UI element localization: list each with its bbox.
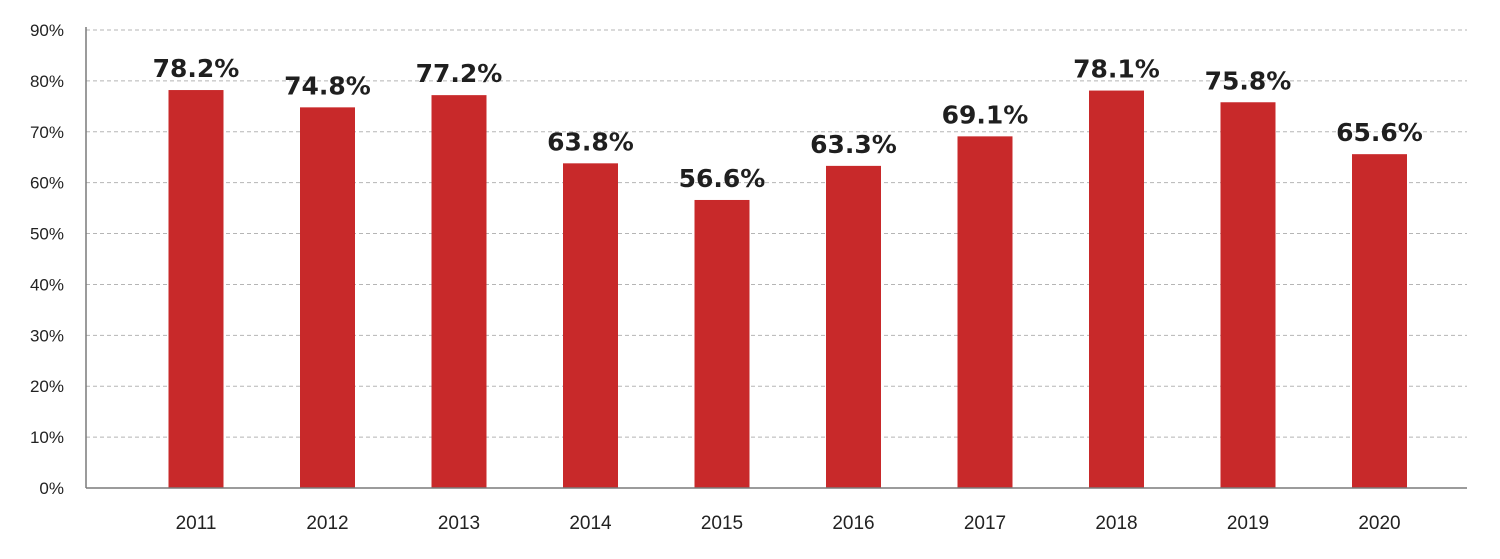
y-tick-label: 30% bbox=[30, 326, 64, 345]
data-label-2016: 63.3% bbox=[810, 130, 897, 159]
bar-2020 bbox=[1352, 154, 1407, 488]
data-label-2012: 74.8% bbox=[284, 71, 371, 100]
data-label-2013: 77.2% bbox=[416, 59, 503, 88]
bar-2019 bbox=[1220, 102, 1276, 489]
x-tick-label-2012: 2012 bbox=[306, 513, 348, 534]
data-label-2018: 78.1% bbox=[1073, 55, 1160, 84]
data-labels: 78.2% 74.8% 77.2% 63.8% 56.6% 63.3% 69.1% 78.1%… bbox=[153, 54, 1423, 193]
y-tick-label: 40% bbox=[30, 275, 64, 294]
bar-2017 bbox=[957, 136, 1013, 488]
bar-2012 bbox=[300, 107, 355, 489]
data-label-2011: 78.2% bbox=[153, 54, 240, 83]
data-label-2017: 69.1% bbox=[942, 100, 1029, 129]
bar-2011 bbox=[168, 90, 224, 488]
y-tick-label: 50% bbox=[30, 225, 64, 244]
x-tick-label-2018: 2018 bbox=[1095, 513, 1137, 534]
y-tick-label: 60% bbox=[30, 174, 64, 193]
y-tick-label: 20% bbox=[30, 377, 64, 396]
y-tick-label: 10% bbox=[30, 428, 64, 447]
x-axis: 2011 2012 2013 2014 2015 2016 2017 2018 2019 2020 bbox=[86, 487, 1467, 534]
bar-2018 bbox=[1089, 90, 1144, 489]
bar-2016 bbox=[826, 165, 881, 488]
x-tick-label-2019: 2019 bbox=[1227, 513, 1269, 534]
y-axis: 0% 10% 20% 30% 40% 50% 60% 70% 80% 90% bbox=[30, 21, 87, 498]
y-tick-label: 0% bbox=[39, 479, 64, 498]
y-tick-label: 90% bbox=[30, 21, 64, 40]
data-label-2019: 75.8% bbox=[1205, 66, 1292, 95]
data-label-2015: 56.6% bbox=[679, 164, 766, 193]
x-tick-label-2013: 2013 bbox=[438, 513, 480, 534]
x-tick-label-2014: 2014 bbox=[569, 513, 612, 534]
y-tick-label: 70% bbox=[30, 123, 64, 142]
x-tick-label-2020: 2020 bbox=[1358, 513, 1400, 534]
x-tick-label-2017: 2017 bbox=[964, 513, 1006, 534]
data-label-2020: 65.6% bbox=[1336, 118, 1423, 147]
bar-2014 bbox=[563, 163, 618, 488]
bar-2015 bbox=[694, 199, 750, 489]
x-tick-label-2016: 2016 bbox=[832, 513, 874, 534]
bar-2013 bbox=[431, 95, 487, 488]
data-label-2014: 63.8% bbox=[547, 127, 634, 156]
y-tick-label: 80% bbox=[30, 72, 64, 91]
x-tick-label-2011: 2011 bbox=[176, 513, 217, 534]
x-tick-label-2015: 2015 bbox=[701, 513, 743, 534]
bar-series bbox=[168, 90, 1407, 489]
